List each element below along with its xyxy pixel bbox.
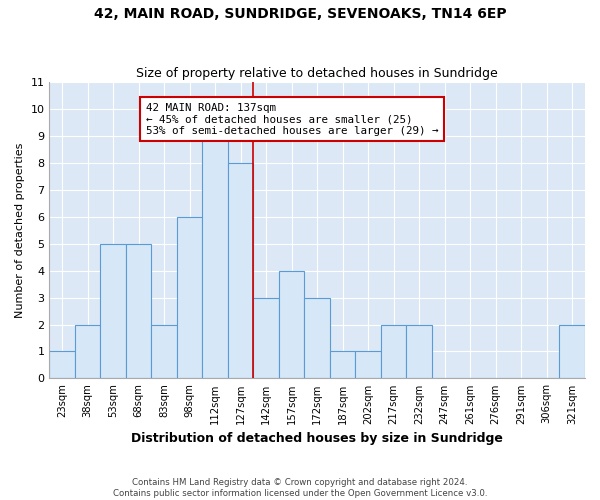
Bar [330,352,355,378]
Bar [126,244,151,378]
Bar [279,270,304,378]
Bar [355,352,381,378]
Bar [75,324,100,378]
Bar [253,298,279,378]
Bar [202,136,228,378]
Text: Contains HM Land Registry data © Crown copyright and database right 2024.
Contai: Contains HM Land Registry data © Crown c… [113,478,487,498]
Bar [406,324,432,378]
Y-axis label: Number of detached properties: Number of detached properties [15,142,25,318]
Bar [228,163,253,378]
Bar [177,217,202,378]
Bar [49,352,75,378]
Text: 42, MAIN ROAD, SUNDRIDGE, SEVENOAKS, TN14 6EP: 42, MAIN ROAD, SUNDRIDGE, SEVENOAKS, TN1… [94,8,506,22]
Bar [381,324,406,378]
Bar [304,298,330,378]
Bar [559,324,585,378]
X-axis label: Distribution of detached houses by size in Sundridge: Distribution of detached houses by size … [131,432,503,445]
Bar [100,244,126,378]
Title: Size of property relative to detached houses in Sundridge: Size of property relative to detached ho… [136,66,498,80]
Bar [151,324,177,378]
Text: 42 MAIN ROAD: 137sqm
← 45% of detached houses are smaller (25)
53% of semi-detac: 42 MAIN ROAD: 137sqm ← 45% of detached h… [146,103,439,136]
